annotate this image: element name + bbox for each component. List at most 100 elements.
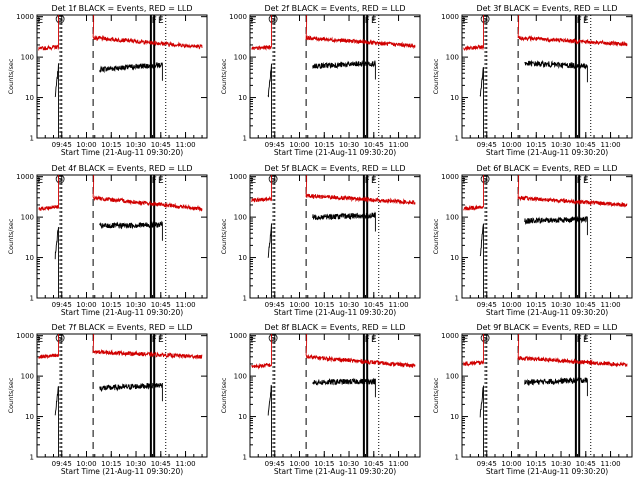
x-tick-label: 10:00: [76, 301, 96, 309]
x-tick-label: 09:45: [52, 301, 72, 309]
panel-title: Det 4f BLACK = Events, RED = LLD: [51, 164, 192, 173]
marker-label: E: [250, 335, 256, 345]
y-tick-label: 10: [450, 254, 459, 262]
marker-S-circle: [268, 174, 278, 184]
marker-label: S: [57, 334, 63, 344]
events-series-line: [54, 227, 59, 298]
y-tick-label: 1000: [16, 13, 34, 21]
x-tick-label: 10:15: [101, 460, 121, 468]
plot-frame: [461, 333, 633, 458]
x-tick-label: 10:00: [289, 301, 309, 309]
y-tick-label: 1000: [16, 332, 34, 340]
marker-label: E: [37, 176, 43, 186]
plot-frame: [249, 14, 421, 139]
y-tick-label: 100: [446, 214, 459, 222]
x-axis-label: Start Time (21-Aug-11 09:30:20): [486, 467, 608, 476]
detector-panel-4: Det 4f BLACK = Events, RED = LLD 1 10 100 10…: [7, 164, 208, 317]
marker-label: E: [371, 16, 377, 26]
lld-series-line: [517, 15, 628, 47]
x-tick-label: 09:45: [477, 460, 497, 468]
marker-label: E: [462, 176, 468, 186]
x-tick-label: 09:45: [52, 460, 72, 468]
events-series-line: [479, 385, 484, 457]
y-tick-label: 100: [446, 373, 459, 381]
y-axis-label: Counts/sec: [220, 58, 228, 94]
y-axis-label: Counts/sec: [432, 377, 440, 413]
marker-label: S: [482, 15, 488, 25]
events-series-line: [312, 377, 376, 398]
x-tick-label: 10:45: [151, 301, 171, 309]
marker-label: F: [577, 335, 582, 345]
y-tick-label: 1: [30, 454, 34, 462]
marker-S-circle: [480, 174, 490, 184]
marker-label: E: [462, 16, 468, 26]
y-tick-label: 1000: [441, 13, 459, 21]
marker-S-circle: [268, 333, 278, 343]
panel-title: Det 2f BLACK = Events, RED = LLD: [264, 4, 405, 13]
events-series-line: [54, 386, 59, 457]
detector-panel-8: Det 8f BLACK = Events, RED = LLD 1 10 100 10…: [220, 323, 421, 476]
x-tick-label: 09:45: [477, 301, 497, 309]
events-series-line: [524, 59, 588, 83]
x-tick-label: 10:45: [364, 460, 384, 468]
x-tick-label: 10:00: [289, 460, 309, 468]
marker-label: E: [250, 176, 256, 186]
marker-label: F: [577, 16, 582, 26]
detector-panel-9: Det 9f BLACK = Events, RED = LLD 1 10 100 10…: [432, 323, 633, 476]
panel-title: Det 3f BLACK = Events, RED = LLD: [476, 4, 617, 13]
marker-label: F: [365, 16, 370, 26]
panel-title: Det 6f BLACK = Events, RED = LLD: [476, 164, 617, 173]
y-tick-label: 10: [238, 413, 247, 421]
x-tick-label: 10:45: [364, 301, 384, 309]
plot-frame: [249, 174, 421, 299]
plot-frame: [461, 174, 633, 299]
x-tick-label: 10:30: [551, 460, 571, 468]
events-series-line: [54, 63, 59, 138]
marker-label: E: [583, 176, 589, 186]
x-tick-label: 11:00: [175, 301, 195, 309]
x-tick-label: 10:30: [126, 141, 146, 149]
events-series-line: [312, 211, 376, 232]
lld-series-line: [251, 334, 272, 370]
x-tick-label: 11:00: [600, 141, 620, 149]
y-tick-label: 100: [234, 373, 247, 381]
events-series-line: [267, 223, 272, 298]
marker-label: S: [270, 334, 276, 344]
events-series-line: [99, 382, 163, 402]
x-tick-label: 10:00: [76, 460, 96, 468]
x-axis-label: Start Time (21-Aug-11 09:30:20): [274, 467, 396, 476]
x-tick-label: 10:30: [551, 301, 571, 309]
y-tick-label: 10: [25, 413, 34, 421]
marker-S-circle: [55, 333, 65, 343]
lld-series-line: [92, 334, 203, 360]
x-tick-label: 10:00: [501, 141, 521, 149]
x-tick-label: 10:00: [501, 460, 521, 468]
y-axis-label: Counts/sec: [220, 218, 228, 254]
marker-label: E: [37, 16, 43, 26]
marker-label: E: [250, 16, 256, 26]
marker-label: F: [365, 176, 370, 186]
y-tick-label: 1: [30, 295, 34, 303]
y-tick-label: 100: [234, 54, 247, 62]
lld-series-line: [463, 15, 484, 51]
lld-series-line: [251, 15, 272, 51]
events-series-line: [479, 66, 484, 138]
x-tick-label: 10:45: [576, 301, 596, 309]
detector-panel-6: Det 6f BLACK = Events, RED = LLD 1 10 100 10…: [432, 164, 633, 317]
x-tick-label: 10:30: [551, 141, 571, 149]
lld-series-line: [38, 15, 59, 51]
x-tick-label: 10:15: [314, 301, 334, 309]
marker-label: E: [583, 16, 589, 26]
x-tick-label: 10:30: [126, 460, 146, 468]
marker-label: E: [158, 16, 164, 26]
y-tick-label: 1: [243, 295, 247, 303]
detector-panel-1: Det 1f BLACK = Events, RED = LLD 1 10 100 10…: [7, 4, 208, 157]
y-tick-label: 1: [455, 454, 459, 462]
marker-S-circle: [480, 14, 490, 24]
events-series-line: [479, 223, 484, 298]
events-series-line: [267, 63, 272, 138]
x-axis-label: Start Time (21-Aug-11 09:30:20): [61, 308, 183, 317]
marker-label: S: [57, 175, 63, 185]
y-tick-label: 1000: [16, 173, 34, 181]
